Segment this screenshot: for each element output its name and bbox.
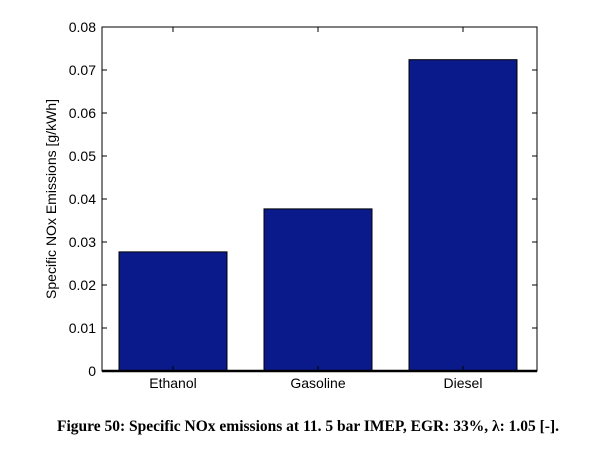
bar-ethanol [118,251,228,372]
y-tick-label: 0 [88,363,96,379]
y-tick-label: 0.05 [69,148,96,164]
y-tick-label: 0.08 [69,19,96,35]
y-ticks-group: 0 0.01 0.02 0.03 0.04 0.05 0.06 0.07 0.08 [69,19,537,379]
x-tick-label-ethanol: Ethanol [149,375,196,391]
bars-group [118,59,518,372]
y-tick-label: 0.06 [69,105,96,121]
bar-diesel [408,59,518,372]
y-tick-label: 0.07 [69,62,96,78]
x-tick-label-diesel: Diesel [444,375,483,391]
y-tick-label: 0.04 [69,191,96,207]
y-tick-label: 0.02 [69,277,96,293]
y-axis-label: Specific NOx Emissions [g/kWh] [43,99,59,299]
x-tick-label-gasoline: Gasoline [290,375,345,391]
bar-gasoline [263,208,373,372]
bar-chart: 0 0.01 0.02 0.03 0.04 0.05 0.06 0.07 0.08 Ethano… [43,19,538,391]
y-tick-label: 0.03 [69,234,96,250]
figure-caption: Figure 50: Specific NOx emissions at 11.… [56,418,560,435]
y-tick-label: 0.01 [69,320,96,336]
x-ticks-group: Ethanol Gasoline Diesel [149,27,482,391]
